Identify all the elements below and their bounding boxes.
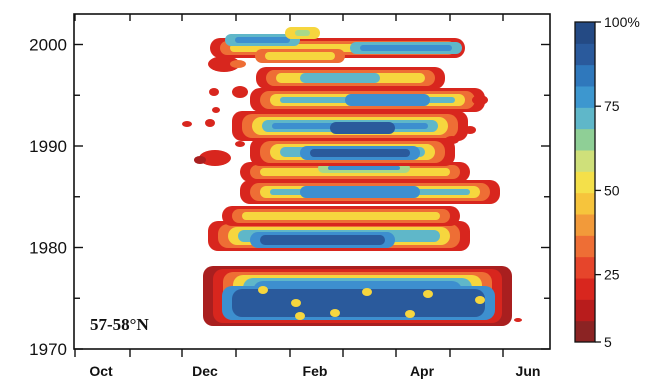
heat-spot xyxy=(199,150,231,166)
x-tick-label: Feb xyxy=(303,363,328,379)
heat-spot xyxy=(232,86,248,98)
colorbar-tick-label: 5 xyxy=(604,334,612,350)
heat-spot xyxy=(205,119,215,127)
colorbar-tick-label: 100% xyxy=(604,14,640,30)
heat-band xyxy=(330,122,395,134)
heat-spot xyxy=(472,95,488,105)
colorbar-band xyxy=(575,214,595,236)
y-tick-label: 1990 xyxy=(29,137,67,156)
heat-band xyxy=(328,166,400,170)
heat-spot xyxy=(182,121,192,127)
y-tick-label: 1980 xyxy=(29,239,67,258)
colorbar-band xyxy=(575,320,595,343)
heat-spot xyxy=(230,60,246,68)
latitude-annotation: 57-58°N xyxy=(90,315,149,334)
colorbar-tick-label: 75 xyxy=(604,98,620,114)
x-tick-label: Apr xyxy=(410,363,435,379)
heat-band xyxy=(310,149,410,157)
heat-spot xyxy=(194,156,206,164)
colorbar-band xyxy=(575,64,595,87)
x-tick-label: Dec xyxy=(192,363,218,379)
colorbar-band xyxy=(575,278,595,300)
heat-band xyxy=(242,212,440,220)
heat-spot xyxy=(330,309,340,317)
colorbar-band xyxy=(575,43,595,66)
heat-band xyxy=(295,30,310,36)
colorbar-tick-label: 25 xyxy=(604,267,620,283)
heat-spot xyxy=(208,56,240,72)
colorbar-band xyxy=(575,22,595,44)
colorbar: 100% 75 50 25 5 xyxy=(574,14,640,350)
colorbar-band xyxy=(575,299,595,322)
heat-spot xyxy=(295,312,305,320)
heat-band xyxy=(345,94,430,106)
heat-spot xyxy=(209,88,219,96)
heat-band xyxy=(360,45,452,51)
colorbar-band xyxy=(575,192,595,215)
heatmap-field xyxy=(182,27,522,326)
x-tick-label: Oct xyxy=(89,363,113,379)
heat-spot xyxy=(405,310,415,318)
colorbar-band xyxy=(575,128,595,151)
colorbar-tick-label: 50 xyxy=(604,182,620,198)
colorbar-band xyxy=(575,107,595,130)
heat-spot xyxy=(362,288,372,296)
axes: Oct Dec Feb Apr Jun 1970 1980 1990 2000 xyxy=(29,14,550,379)
heat-spot xyxy=(445,136,459,144)
y-tick-label: 1970 xyxy=(29,340,67,359)
heat-band xyxy=(265,52,335,60)
heat-spot xyxy=(475,296,485,304)
heat-spot xyxy=(235,141,245,147)
heat-band xyxy=(232,289,485,317)
heat-spot xyxy=(514,318,522,322)
colorbar-frame xyxy=(574,21,596,343)
y-tick-label: 2000 xyxy=(29,36,67,55)
colorbar-band xyxy=(575,256,595,279)
colorbar-band xyxy=(575,171,595,194)
heat-band xyxy=(300,73,380,83)
heat-spot xyxy=(258,286,268,294)
heat-band xyxy=(235,37,290,43)
colorbar-band xyxy=(575,150,595,172)
heat-spot xyxy=(464,126,476,134)
x-tick-label: Jun xyxy=(516,363,541,379)
heat-spot xyxy=(423,290,433,298)
colorbar-band xyxy=(575,235,595,258)
heat-band xyxy=(300,186,420,198)
heat-band xyxy=(260,235,385,245)
heat-spot xyxy=(291,299,301,307)
plot-frame xyxy=(73,13,551,350)
heat-spot xyxy=(212,107,220,113)
colorbar-band xyxy=(575,86,595,108)
